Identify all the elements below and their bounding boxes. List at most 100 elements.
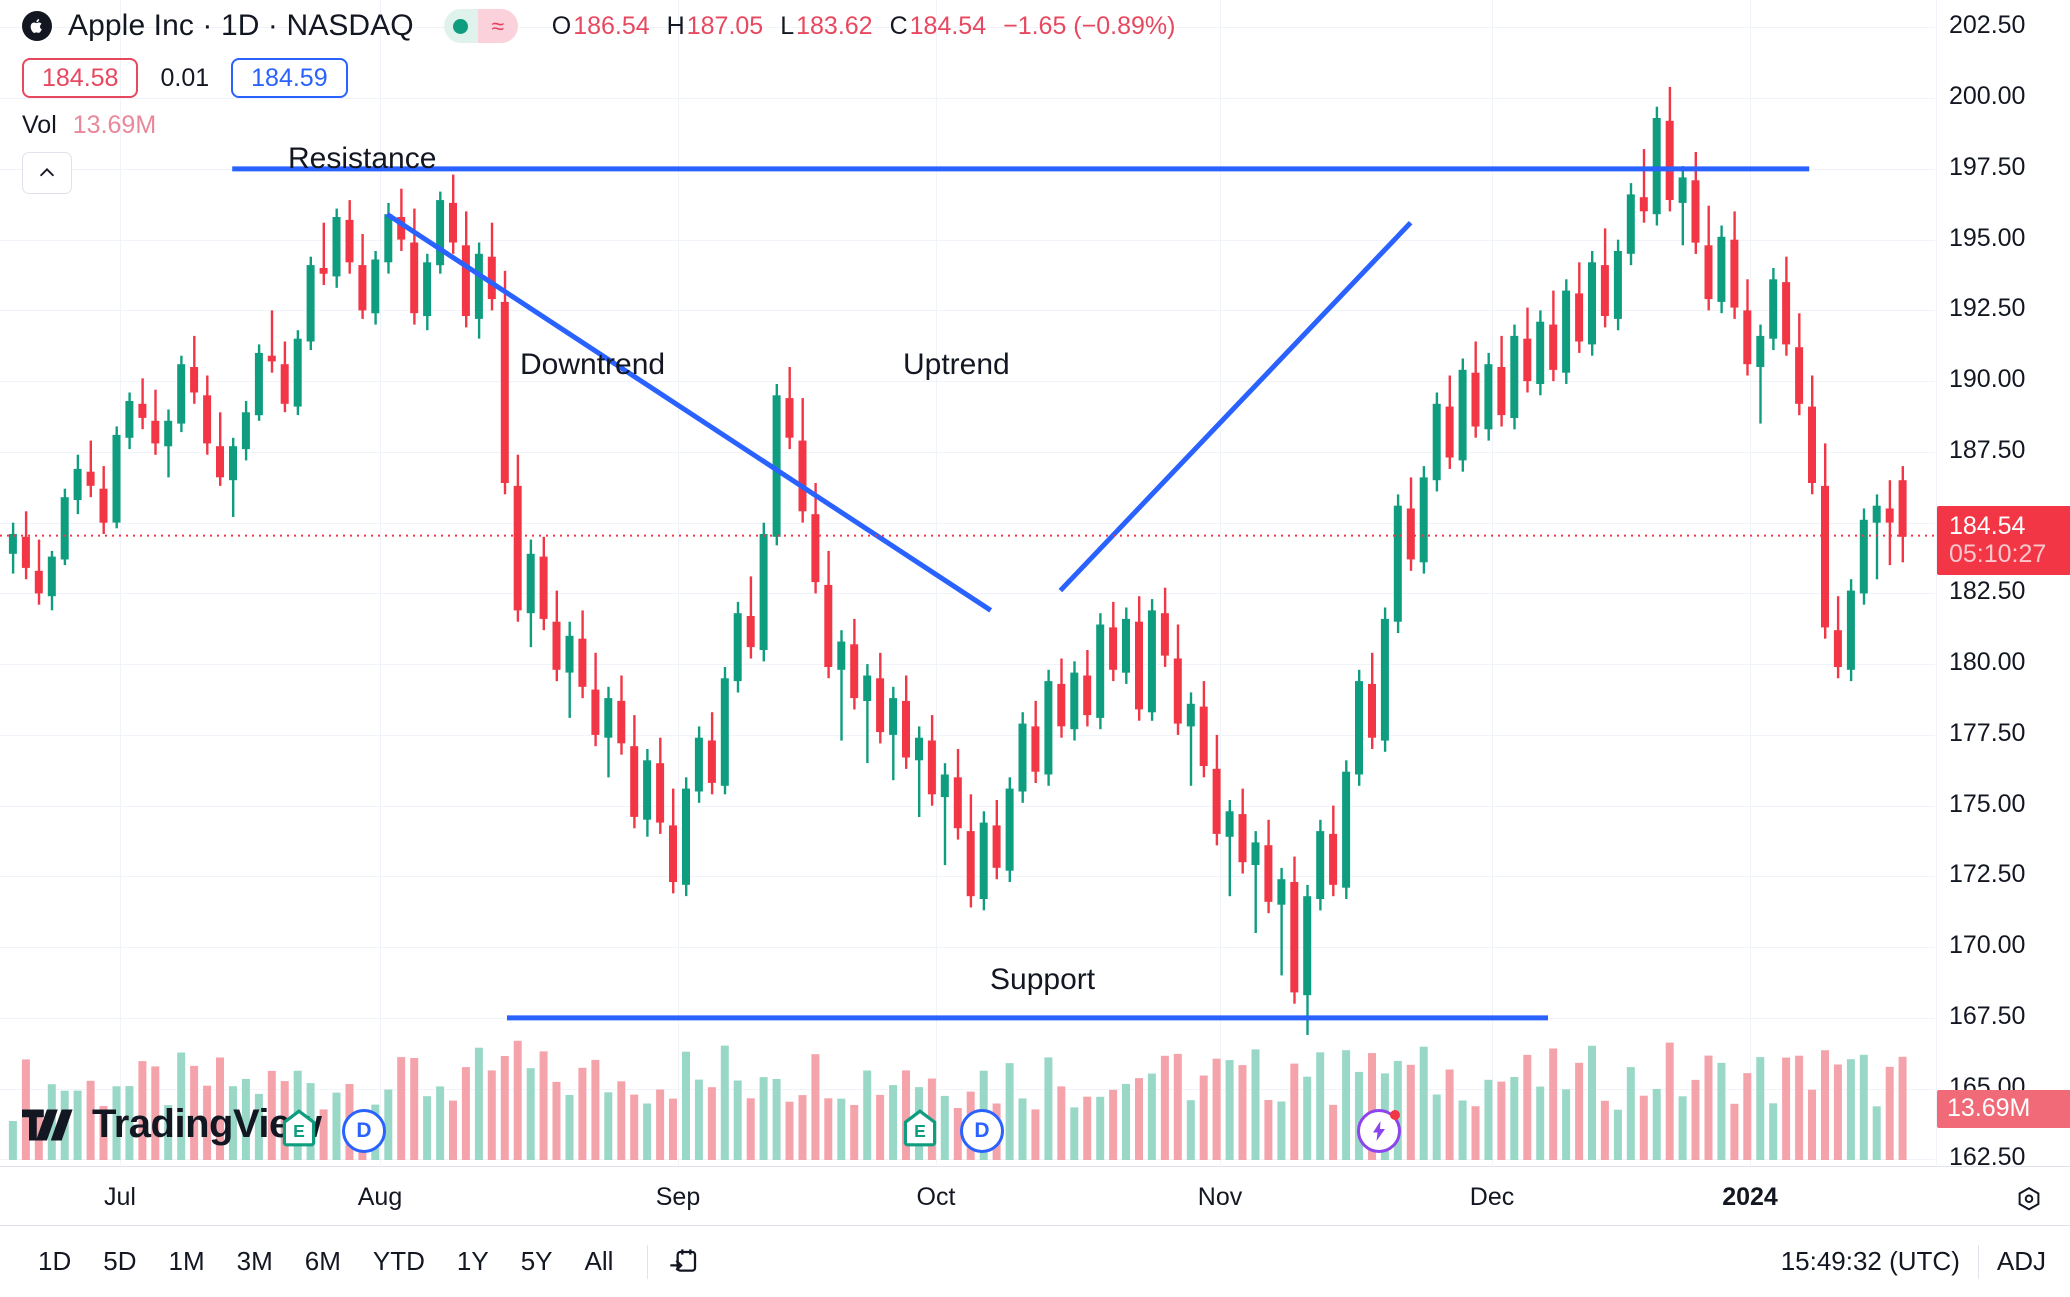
gridline-v xyxy=(678,0,679,1165)
gridline-h xyxy=(0,310,1935,311)
time-tick-label: Oct xyxy=(916,1183,956,1211)
goto-date-icon[interactable] xyxy=(666,1245,700,1279)
ohlc-value-c: 184.54 xyxy=(909,11,987,40)
resistance-label[interactable]: Resistance xyxy=(288,142,437,175)
candlestick-series xyxy=(8,86,1907,1160)
ohlc-value-l: 183.62 xyxy=(796,11,873,40)
volume-badge[interactable]: 13.69M xyxy=(1937,1090,2070,1128)
legend-bid-ask-row: 184.58 0.01 184.59 xyxy=(22,56,1957,100)
range-button-5d[interactable]: 5D xyxy=(103,1246,137,1276)
ohlc-key-c: C xyxy=(889,11,908,40)
bar-countdown: 05:10:27 xyxy=(1949,539,2047,568)
support-label[interactable]: Support xyxy=(990,963,1096,996)
price-tick-label: 202.50 xyxy=(1949,11,2026,40)
range-button-1m[interactable]: 1M xyxy=(168,1246,205,1276)
gridline-h xyxy=(0,806,1935,807)
toolbar-right[interactable]: 15:49:32 (UTC) ADJ xyxy=(1780,1244,2070,1279)
gridline-v xyxy=(1220,0,1221,1165)
price-tick-label: 177.50 xyxy=(1949,718,2026,747)
time-axis[interactable]: Jul Aug Sep Oct Nov Dec 2024 xyxy=(0,1166,2070,1225)
axis-settings-icon[interactable] xyxy=(2014,1185,2044,1215)
downtrend-label[interactable]: Downtrend xyxy=(520,348,666,381)
price-tick-label: 192.50 xyxy=(1949,294,2026,323)
last-price-badge[interactable]: 184.54 05:10:27 xyxy=(1937,505,2070,575)
gridline-h xyxy=(0,452,1935,453)
range-button-1d[interactable]: 1D xyxy=(38,1246,72,1276)
earnings-mark[interactable]: E xyxy=(902,1109,938,1147)
range-button-6m[interactable]: 6M xyxy=(304,1246,341,1276)
price-axis[interactable]: 202.50 200.00 197.50 195.00 192.50 190.00 187.… xyxy=(1936,0,2070,1171)
price-change: −1.65 (−0.89%) xyxy=(1003,11,1176,40)
time-tick-label: Dec xyxy=(1469,1183,1515,1211)
chevron-up-icon xyxy=(39,168,55,177)
gridline-v xyxy=(120,0,121,1165)
gridline-v xyxy=(1750,0,1751,1165)
range-button-ytd[interactable]: YTD xyxy=(372,1246,425,1276)
price-tick-label: 180.00 xyxy=(1949,648,2026,677)
bottom-toolbar[interactable]: 1D 5D 1M 3M 6M YTD 1Y 5Y All 15:49:32 (UTC) ADJ xyxy=(0,1225,2070,1297)
price-tick-label: 200.00 xyxy=(1949,82,2026,111)
adjustment-toggle[interactable]: ADJ xyxy=(1996,1246,2046,1276)
ohlc-key-h: H xyxy=(666,11,685,40)
range-button-all[interactable]: All xyxy=(584,1246,614,1276)
chart-legend: Apple Inc · 1D · NASDAQ ≈ O 186.54 H 187.05… xyxy=(0,0,1957,194)
range-button-5y[interactable]: 5Y xyxy=(520,1246,553,1276)
price-tick-label: 182.50 xyxy=(1949,577,2026,606)
ohlc-value-h: 187.05 xyxy=(686,11,764,40)
last-price-value: 184.54 xyxy=(1949,511,2026,540)
symbol-title[interactable]: Apple Inc · 1D · NASDAQ xyxy=(68,9,414,42)
gridline-h xyxy=(0,381,1935,382)
ask-price-badge[interactable]: 184.59 xyxy=(231,58,348,98)
candle-style-dot-icon[interactable] xyxy=(443,9,478,43)
legend-primary-row: Apple Inc · 1D · NASDAQ ≈ O 186.54 H 187.05… xyxy=(22,0,1957,52)
time-tick-label: Nov xyxy=(1197,1183,1243,1211)
time-tick-label: Aug xyxy=(357,1183,403,1211)
dividend-mark[interactable]: D xyxy=(342,1109,386,1153)
legend-volume-row: Vol 13.69M xyxy=(22,106,1957,144)
price-tick-label: 195.00 xyxy=(1949,223,2026,252)
chart-style-toggle[interactable]: ≈ xyxy=(443,9,518,43)
bid-price-badge[interactable]: 184.58 xyxy=(22,58,139,98)
chart-plot-area[interactable] xyxy=(0,0,1935,1165)
svg-text:E: E xyxy=(293,1121,305,1141)
chart-overlays[interactable] xyxy=(0,0,1935,1165)
price-tick-label: 172.50 xyxy=(1949,860,2026,889)
gridline-h xyxy=(0,1089,1935,1090)
apple-icon xyxy=(22,11,52,41)
range-button-1y[interactable]: 1Y xyxy=(456,1246,489,1276)
uptrend-label[interactable]: Uptrend xyxy=(903,348,1010,381)
legend-collapse-button[interactable] xyxy=(22,152,72,194)
time-tick-label: Sep xyxy=(655,1183,701,1211)
gridline-h xyxy=(0,735,1935,736)
toolbar-divider xyxy=(647,1244,649,1279)
price-tick-label: 167.50 xyxy=(1949,1001,2026,1030)
range-button-3m[interactable]: 3M xyxy=(236,1246,273,1276)
range-selector[interactable]: 1D 5D 1M 3M 6M YTD 1Y 5Y All xyxy=(0,1238,700,1285)
svg-text:E: E xyxy=(914,1121,926,1141)
time-tick-label: 2024 xyxy=(1722,1183,1778,1211)
spread-value: 0.01 xyxy=(160,63,210,92)
gridline-h xyxy=(0,27,1935,28)
time-tick-label: Jul xyxy=(104,1183,136,1211)
price-tick-label: 197.50 xyxy=(1949,152,2026,181)
gridline-v xyxy=(936,0,937,1165)
price-tick-label: 170.00 xyxy=(1949,931,2026,960)
gridline-h xyxy=(0,947,1935,948)
gridline-h xyxy=(0,98,1935,99)
gridline-v xyxy=(1492,0,1493,1165)
wave-style-icon[interactable]: ≈ xyxy=(477,9,518,43)
earnings-mark[interactable]: E xyxy=(281,1109,317,1147)
session-clock[interactable]: 15:49:32 (UTC) xyxy=(1780,1246,1960,1276)
tradingview-logo-icon xyxy=(22,1108,73,1141)
price-tick-label: 190.00 xyxy=(1949,365,2026,394)
gridline-h xyxy=(0,523,1935,524)
volume-label: Vol xyxy=(22,110,57,139)
alert-mark[interactable] xyxy=(1357,1109,1401,1153)
dividend-mark[interactable]: D xyxy=(960,1109,1004,1153)
gridline-h xyxy=(0,240,1935,241)
ohlc-key-l: L xyxy=(780,11,795,40)
gridline-v xyxy=(380,0,381,1165)
price-tick-label: 187.50 xyxy=(1949,435,2026,464)
ohlc-values: O 186.54 H 187.05 L 183.62 C 184.54 −1.65 (−0.89… xyxy=(552,12,1176,41)
ohlc-value-o: 186.54 xyxy=(573,11,650,40)
